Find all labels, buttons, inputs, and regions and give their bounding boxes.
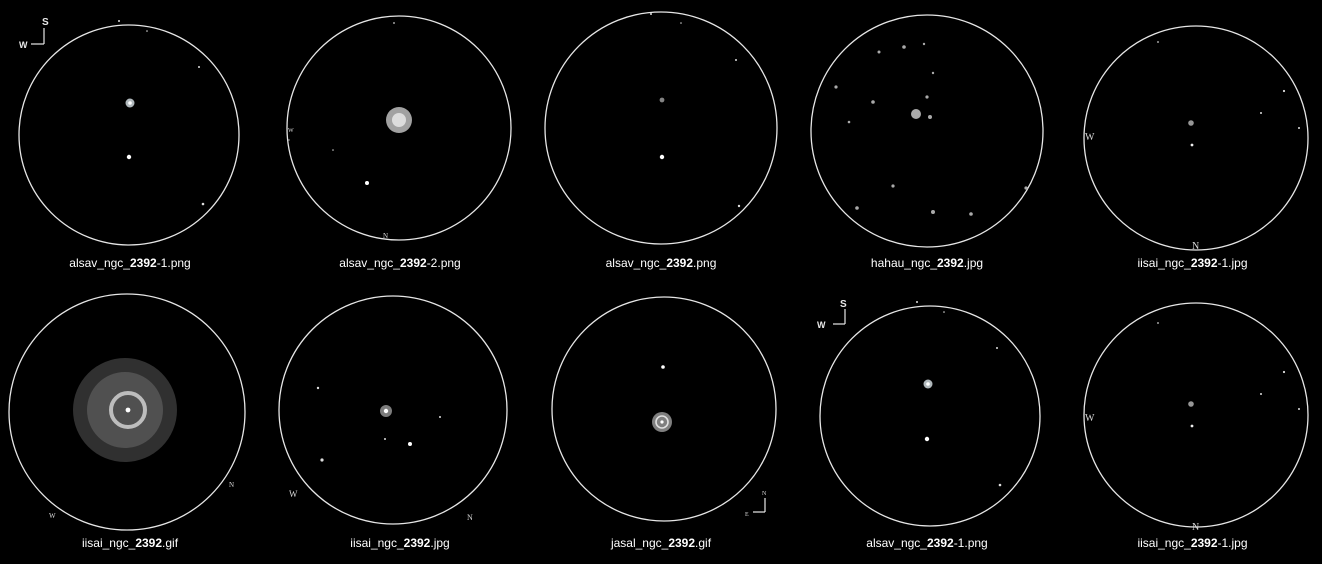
thumbnail-tile[interactable]: S W alsav_ngc_2392-1.png xyxy=(797,282,1057,564)
thumbnail-tile[interactable]: W N iisai_ngc_2392-1.jpg xyxy=(1063,282,1322,564)
sketch-image: N W xyxy=(8,293,246,531)
svg-text:W: W xyxy=(288,128,294,134)
sketch-image: W N xyxy=(286,15,512,241)
sketch-image xyxy=(544,11,778,245)
svg-text:N: N xyxy=(229,481,234,489)
thumbnail-tile[interactable]: W N iisai_ngc_2392.jpg xyxy=(270,282,530,564)
thumbnail-filename: alsav_ngc_2392-2.png xyxy=(339,256,461,270)
thumbnail-tile[interactable]: alsav_ngc_2392.png xyxy=(531,0,791,282)
svg-text:N: N xyxy=(467,513,473,522)
thumbnail-tile[interactable]: W N iisai_ngc_2392-1.jpg xyxy=(1063,0,1322,282)
thumbnail-tile[interactable]: N E jasal_ngc_2392.gif xyxy=(531,282,791,564)
thumbnail-filename: alsav_ngc_2392.png xyxy=(605,256,717,270)
svg-text:W: W xyxy=(1085,132,1095,143)
thumbnail-tile[interactable]: S W alsav_ngc_2392-1.png xyxy=(0,0,260,282)
svg-text:W: W xyxy=(49,512,56,520)
sketch-image: S W xyxy=(817,299,1041,527)
thumbnail-filename: alsav_ngc_2392-1.png xyxy=(69,256,191,270)
svg-text:E: E xyxy=(745,512,749,518)
thumbnail-tile[interactable]: W N alsav_ngc_2392-2.png xyxy=(270,0,530,282)
thumbnail-filename: iisai_ngc_2392.gif xyxy=(81,536,179,550)
sketch-image xyxy=(810,14,1044,248)
svg-text:S: S xyxy=(840,299,847,310)
svg-text:N: N xyxy=(383,232,388,240)
sketch-image: N E xyxy=(551,296,777,522)
sketch-image: W N xyxy=(278,295,508,525)
sketch-image: W N xyxy=(1083,302,1309,533)
thumbnail-tile[interactable]: N W iisai_ngc_2392.gif xyxy=(0,282,260,564)
svg-text:N: N xyxy=(1192,522,1199,533)
thumbnail-filename: iisai_ngc_2392.jpg xyxy=(350,536,450,550)
sketch-image: S W xyxy=(18,17,240,246)
svg-text:W: W xyxy=(1085,413,1095,424)
thumbnail-filename: iisai_ngc_2392-1.jpg xyxy=(1137,256,1248,270)
thumbnail-filename: hahau_ngc_2392.jpg xyxy=(870,256,984,270)
svg-text:W: W xyxy=(19,40,28,50)
svg-text:N: N xyxy=(762,491,767,497)
thumbnail-filename: jasal_ngc_2392.gif xyxy=(610,536,712,550)
thumbnail-filename: alsav_ngc_2392-1.png xyxy=(866,536,988,550)
svg-text:S: S xyxy=(42,17,49,28)
svg-text:W: W xyxy=(817,320,826,330)
svg-text:W: W xyxy=(289,489,298,499)
thumbnail-tile[interactable]: hahau_ngc_2392.jpg xyxy=(797,0,1057,282)
sketch-image: W N xyxy=(1083,25,1309,252)
thumbnail-filename: iisai_ngc_2392-1.jpg xyxy=(1137,536,1248,550)
svg-text:N: N xyxy=(1192,241,1199,252)
